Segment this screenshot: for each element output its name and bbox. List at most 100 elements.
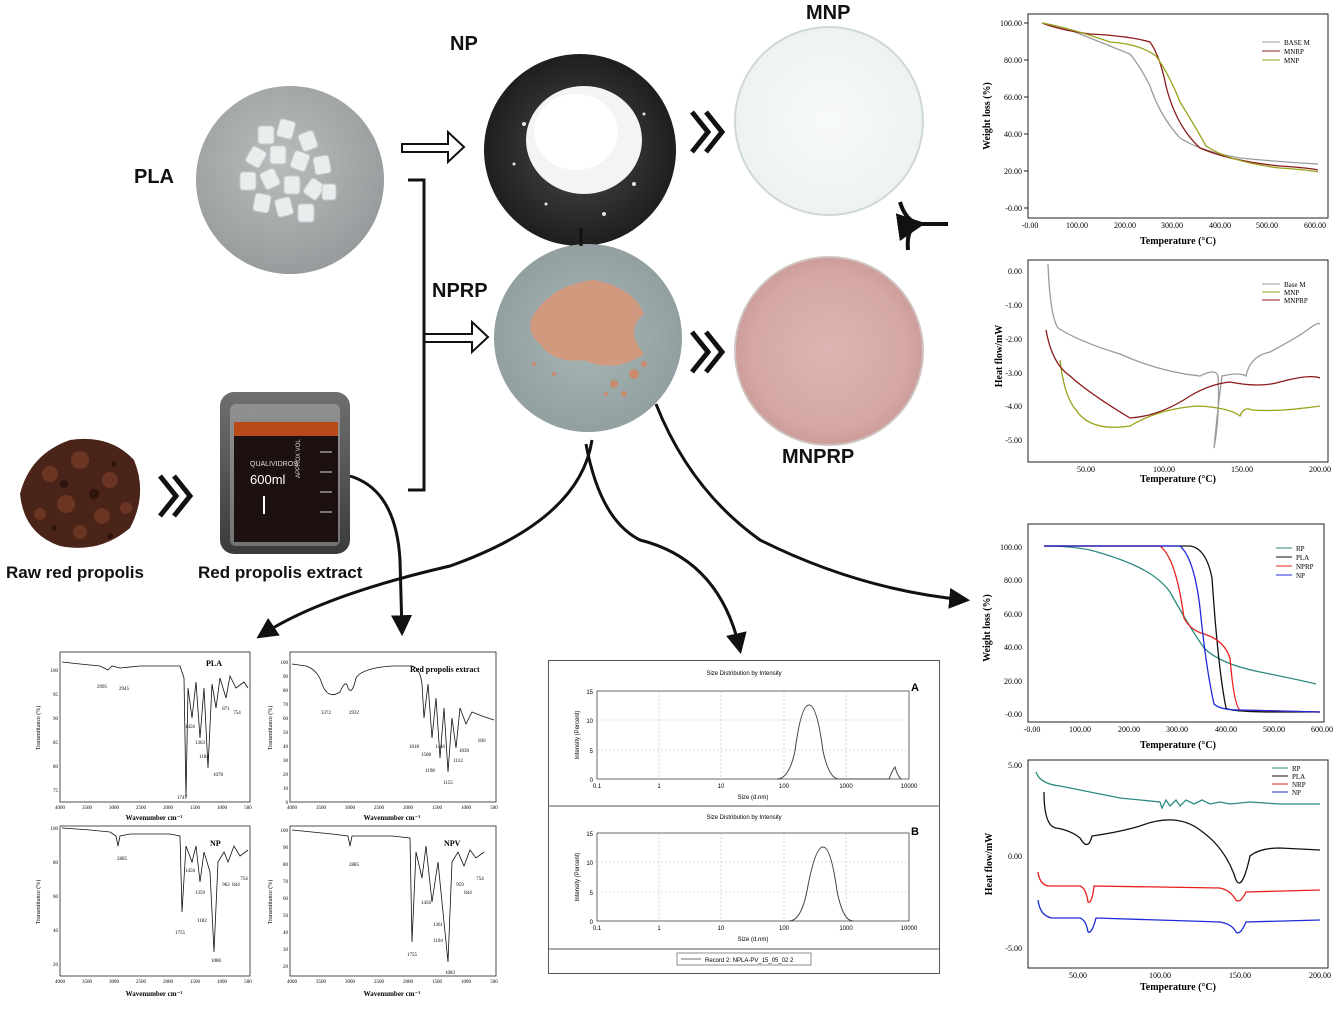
tga-bottom-xtick: 400.00 [1215,725,1237,734]
tga-bottom-ylabel: Weight loss (%) [982,594,993,662]
dls-chart: Size Distribution by Intensity A 15 10 5… [549,671,939,966]
tga-bottom-chart: 100.00 80.00 60.00 40.00 20.00 -0.00 -0.… [982,523,1333,751]
tga-top-ytick: 60.00 [1004,93,1022,102]
ftir-npv-xtick: 4000 [287,980,298,985]
ftir-rpe-ylabel: Transmittance (%) [267,706,274,751]
dsc-top-panel: 0.00 -1.00 -2.00 -3.00 -4.00 -5.00 50.00… [980,256,1336,488]
ftir-npv-ylabel: Transmittance (%) [267,880,274,925]
mnprp-label: MNPRP [782,446,855,468]
dsc-bottom-xlabel: Temperature (°C) [1140,982,1216,993]
dls-a-xtick: 100 [779,784,790,790]
tga-bottom-pla-curve [1044,545,1320,713]
ftir-np-ytick: 40 [53,929,59,934]
ftir-np-xtick: 2500 [136,980,147,985]
ftir-pla-ylabel: Transmittance (%) [35,706,42,751]
ftir-np-peak: 1182 [197,919,207,924]
ftir-rpe-ytick: 30 [283,759,289,764]
tga-top-panel: 100.00 80.00 60.00 40.00 20.00 -0.00 -0.… [980,6,1336,254]
tga-top-xtick: -0.00 [1022,221,1039,230]
ftir-npv-xtick: 1000 [461,980,472,985]
ftir-pla-peak: 1747 [177,796,188,801]
dsc-bottom-xtick: 200.00 [1309,971,1331,980]
dsc-bottom-panel: 5.00 0.00 -5.00 50.00 100.00 150.00 200.… [980,756,1336,1004]
ftir-np-peak: 962 [222,883,230,888]
ftir-npv-xtick: 3000 [345,980,356,985]
dsc-bottom-np-curve [1037,899,1321,934]
dsc-bottom-nrp-curve [1037,871,1321,903]
ftir-rpe-peak: 1112 [453,759,463,764]
tga-bottom-nprp-curve [1044,545,1321,713]
dsc-top-ytick: -2.00 [1005,335,1022,344]
ftir-rpe-ytick: 0 [286,801,289,806]
tga-bottom-panel: 100.00 80.00 60.00 40.00 20.00 -0.00 -0.… [980,518,1336,754]
ftir-pla-peak: 2995 [97,685,108,690]
ftir-rpe-ytick: 80 [283,689,289,694]
ftir-np-peak: 1456 [185,869,196,874]
dls-b-xtick: 100 [779,926,790,932]
dls-b-xtick: 10000 [901,926,918,932]
tga-top-chart: 100.00 80.00 60.00 40.00 20.00 -0.00 -0.… [982,13,1329,247]
ftir-rpe-ytick: 50 [283,731,289,736]
tga-top-xtick: 200.00 [1114,221,1136,230]
ftir-np-ytick: 80 [53,861,59,866]
tga-top-xtick: 600.00 [1304,221,1326,230]
ftir-rpe-xtick: 3500 [316,806,327,811]
ftir-np-panel: NP 100 80 60 40 20 4000 3500 3000 2500 2… [30,822,252,1000]
dls-b-ylabel: Intensity (Percent) [575,853,581,902]
raw-to-extract-chevron [158,474,194,518]
tga-bottom-legend-item: PLA [1296,554,1309,562]
bracket [408,178,426,492]
tga-top-legend-item: MNP [1284,57,1299,65]
ftir-np-peak: 1359 [195,891,206,896]
ftir-rpe-xtick: 500 [490,806,498,811]
dls-b-xtick: 1000 [839,926,853,932]
tga-top-xtick: 100.00 [1066,221,1088,230]
dls-legend: Record 2: NPLA-PV_15_05_02 2 [705,958,794,964]
ftir-rpe-chart: Red propolis extract 100 90 80 70 60 50 … [267,651,498,822]
ftir-npv-peak: 844 [464,891,472,896]
ftir-pla-chart: PLA 100 95 90 85 80 75 4000 3500 3000 25… [35,651,252,822]
ftir-pla-xtick: 2000 [163,806,174,811]
tga-bottom-xtick: 600.00 [1311,725,1333,734]
dls-b-title: Size Distribution by Intensity [706,815,781,821]
dsc-bottom-legend-item: PLA [1292,773,1305,781]
dsc-bottom-ytick: -5.00 [1005,944,1022,953]
dsc-bottom-chart: 5.00 0.00 -5.00 50.00 100.00 150.00 200.… [984,759,1331,993]
pla-pellets-photo [196,86,384,274]
dls-a-xtick: 1 [657,784,661,790]
tga-top-xtick: 300.00 [1161,221,1183,230]
tga-top-ytick: -0.00 [1005,204,1022,213]
ftir-rpe-xtick: 2000 [403,806,414,811]
dls-panel: Size Distribution by Intensity A 15 10 5… [548,660,940,974]
ftir-npv-xtick: 2000 [403,980,414,985]
ftir-pla-xtick: 3500 [82,806,93,811]
ftir-np-peak: 1755 [175,931,186,936]
ftir-rpe-peak: 2932 [349,711,360,716]
dsc-top-xtick: 100.00 [1153,465,1175,474]
ftir-np-peak: 844 [232,883,240,888]
dsc-bottom-legend-item: NRP [1292,781,1306,789]
dsc-bottom-ytick: 0.00 [1008,852,1022,861]
ftir-np-xtick: 3000 [109,980,120,985]
dsc-top-chart: 0.00 -1.00 -2.00 -3.00 -4.00 -5.00 50.00… [994,259,1331,485]
tga-top-ytick: 100.00 [1000,19,1022,28]
ftir-npv-ytick: 30 [283,948,289,953]
ftir-np-ylabel: Transmittance (%) [35,880,42,925]
raw-propolis-label: Raw red propolis [6,563,144,582]
dls-a-ytick: 15 [586,690,593,696]
dls-panel-a-label: A [911,682,919,694]
ftir-npv-chart: NPV 100 90 80 70 60 50 40 30 20 4000 350… [267,825,498,998]
mnp-petri-photo [734,26,924,216]
np-to-mnp-chevron [690,110,726,154]
tga-bottom-ytick: 40.00 [1004,643,1022,652]
dls-a-ytick: 10 [586,719,593,725]
ftir-npv-ytick: 100 [281,829,289,834]
ftir-rpe-xlabel: Wavenumber cm⁻¹ [364,814,421,822]
ftir-npv-title: NPV [444,839,461,848]
tga-top-mnrp-curve [1041,22,1319,171]
ftir-np-xtick: 3500 [82,980,93,985]
ftir-rpe-peak: 1618 [409,745,420,750]
tga-bottom-ytick: 60.00 [1004,610,1022,619]
ftir-np-xtick: 4000 [55,980,66,985]
dsc-bottom-legend-item: NP [1292,789,1301,797]
